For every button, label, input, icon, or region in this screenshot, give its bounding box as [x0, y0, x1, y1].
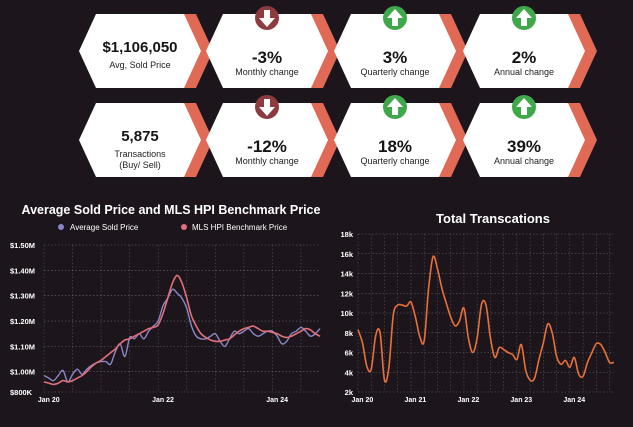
stat-card: $1,106,050 Avg, Sold Price	[79, 14, 213, 88]
y-tick-label: 10k	[340, 309, 353, 318]
x-tick-label: Jan 24	[563, 397, 585, 404]
arrow-up-icon	[512, 95, 536, 119]
y-tick-label: $1.50M	[10, 241, 35, 250]
y-tick-label: $1.20M	[10, 317, 35, 326]
y-tick-label: 6k	[345, 349, 354, 358]
price-chart-legend: Average Sold Price MLS HPI Benchmark Pri…	[58, 223, 288, 232]
legend-marker-avg	[58, 224, 64, 230]
stat-card-face	[334, 103, 456, 177]
legend-label-mls: MLS HPI Benchmark Price	[192, 223, 288, 232]
y-tick-label: $1.30M	[10, 292, 35, 301]
y-tick-label: $1.40M	[10, 266, 35, 275]
stat-card: 5,875 Transactions (Buy/ Sell)	[79, 103, 213, 177]
stat-value: 2%	[511, 48, 537, 67]
series-line-transactions	[357, 255, 615, 383]
stat-label: Quarterly change	[360, 156, 430, 166]
stat-card-face	[334, 14, 456, 88]
price-chart-title: Average Sold Price and MLS HPI Benchmark…	[22, 203, 321, 217]
stat-card-shape	[79, 14, 213, 88]
price-chart-svg: Average Sold Price and MLS HPI Benchmark…	[10, 203, 321, 404]
stat-card-shape	[334, 14, 468, 88]
x-tick-label: Jan 23	[510, 397, 532, 404]
y-tick-label: 14k	[340, 270, 353, 279]
stat-label: Quarterly change	[360, 67, 430, 77]
stat-label: Annual change	[493, 156, 555, 166]
stat-card: -12% Monthly change	[206, 95, 340, 177]
y-tick-label: 8k	[345, 329, 354, 338]
stat-card-face	[79, 103, 201, 177]
stat-card-face	[463, 103, 585, 177]
x-tick-label: Jan 20	[38, 397, 60, 404]
stat-value: -3%	[251, 48, 283, 67]
arrow-down-icon	[255, 6, 279, 30]
stat-label: Monthly change	[235, 67, 299, 77]
stat-card-face	[79, 14, 201, 88]
stat-card-face	[463, 14, 585, 88]
stat-label: Monthly change	[235, 156, 299, 166]
y-tick-label: 12k	[340, 289, 353, 298]
stat-card-shape	[79, 103, 213, 177]
stat-card: 2% Annual change	[463, 6, 597, 88]
arrow-up-icon	[512, 6, 536, 30]
x-tick-label: Jan 20	[352, 397, 374, 404]
y-tick-label: 18k	[340, 230, 353, 239]
y-tick-label: 2k	[345, 388, 354, 397]
y-tick-label: 16k	[340, 250, 353, 259]
stat-value: 39%	[506, 137, 542, 156]
stat-value: 3%	[382, 48, 408, 67]
arrow-down-icon	[255, 95, 279, 119]
stat-value: 18%	[377, 137, 413, 156]
stat-card-shape	[334, 103, 468, 177]
arrow-up-icon	[383, 6, 407, 30]
stats-panel: $1,106,050 Avg, Sold Price -3% Monthly chan…	[0, 0, 633, 190]
stat-card-face	[206, 14, 328, 88]
stat-card-shape	[206, 14, 340, 88]
stat-value: $1,106,050	[102, 39, 178, 56]
y-tick-label: $1.10M	[10, 342, 35, 351]
x-tick-label: Jan 24	[266, 397, 288, 404]
stat-card: 39% Annual change	[463, 95, 597, 177]
legend-label-avg: Average Sold Price	[70, 223, 139, 232]
x-tick-label: Jan 21	[404, 397, 426, 404]
stat-card: 18% Quarterly change	[334, 95, 468, 177]
series-line-average-sold-price	[43, 288, 321, 383]
stat-label: Transactions (Buy/ Sell)	[114, 149, 166, 170]
y-tick-label: $1.00M	[10, 368, 35, 377]
y-tick-label: 4k	[345, 368, 354, 377]
stat-value: -12%	[247, 137, 287, 156]
legend-marker-mls	[181, 224, 187, 230]
stat-card-shape	[463, 103, 597, 177]
x-tick-label: Jan 22	[457, 397, 479, 404]
stat-label: Avg, Sold Price	[109, 60, 171, 70]
arrow-up-icon	[383, 95, 407, 119]
stat-value: 5,875	[121, 128, 159, 145]
x-tick-label: Jan 22	[152, 397, 174, 404]
price-chart: Average Sold Price and MLS HPI Benchmark…	[0, 196, 330, 422]
stat-card-shape	[206, 103, 340, 177]
stat-card: 3% Quarterly change	[334, 6, 468, 88]
stat-label: Annual change	[493, 67, 555, 77]
stat-card: -3% Monthly change	[206, 6, 340, 88]
transactions-chart-title: Total Transcations	[436, 211, 550, 226]
stat-card-shape	[463, 14, 597, 88]
stat-card-face	[206, 103, 328, 177]
series-line-mls-hpi	[43, 274, 321, 386]
y-tick-label: $800K	[10, 388, 33, 397]
transactions-chart-svg: Total Transcations 2k 4k 6k 8k 10k 12k 14k 16k 1…	[340, 211, 615, 404]
transactions-chart: Total Transcations 2k 4k 6k 8k 10k 12k 14k 16k 1…	[330, 196, 633, 422]
